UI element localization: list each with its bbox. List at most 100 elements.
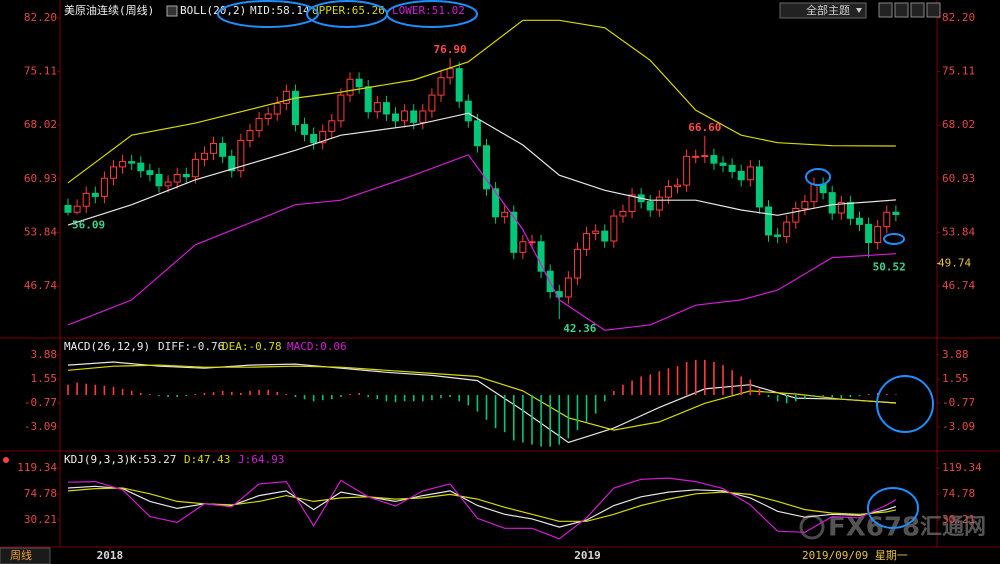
legend-entry: DIFF:-0.76 — [158, 340, 224, 353]
legend-entry: J:64.93 — [238, 453, 284, 466]
histogram-bar — [558, 395, 561, 445]
candle-body — [410, 110, 418, 123]
price-annotation: 56.09 — [72, 218, 105, 231]
toolbar-icon[interactable] — [878, 2, 893, 18]
highlight — [876, 375, 934, 433]
indicator-line — [67, 154, 896, 331]
histogram-bar — [640, 376, 642, 396]
y-tick-label: 53.84 — [24, 225, 57, 238]
candle-body — [428, 94, 436, 112]
candle-body — [319, 130, 327, 144]
y-tick-label: 68.02 — [942, 118, 975, 131]
toolbar-icon[interactable] — [926, 2, 941, 18]
histogram-bar — [249, 390, 251, 396]
candle-body — [610, 215, 618, 242]
candle-body — [510, 211, 518, 253]
candle-body — [892, 211, 900, 216]
toolbar-icon[interactable] — [910, 2, 925, 18]
y-tick-label: 1.55 — [942, 372, 969, 385]
histogram-bar — [549, 395, 551, 447]
indicator-name: BOLL(20,2) — [180, 4, 246, 17]
candle-body — [837, 201, 845, 214]
candle-body — [619, 211, 627, 217]
histogram-bar — [412, 395, 415, 402]
candle-body — [646, 201, 654, 211]
candle-body — [801, 201, 809, 209]
candle-body — [64, 204, 72, 213]
legend-entry: D:47.43 — [184, 453, 230, 466]
histogram-bar — [312, 395, 315, 402]
candle-body — [482, 145, 490, 190]
candle-body — [719, 162, 727, 166]
candle-body — [728, 164, 736, 172]
theme-button[interactable] — [779, 2, 867, 19]
y-tick-label: 3.88 — [31, 348, 58, 361]
histogram-bar — [431, 395, 433, 401]
candle-body — [100, 177, 108, 197]
histogram-bar — [94, 384, 97, 396]
histogram-bar — [194, 394, 197, 396]
histogram-bar — [167, 395, 169, 398]
candle-body — [746, 166, 754, 181]
candle-body — [191, 158, 199, 178]
histogram-bar — [385, 395, 388, 402]
candle-body — [501, 211, 509, 218]
histogram-bar — [349, 394, 351, 396]
candle-body — [437, 77, 445, 96]
theme-button-label[interactable]: 全部主题 — [806, 3, 850, 17]
candle-body — [655, 196, 663, 211]
histogram-bar — [240, 392, 242, 396]
histogram-bar — [685, 362, 688, 396]
period-tab-label[interactable]: 周线 — [10, 548, 32, 562]
histogram-bar — [267, 389, 269, 396]
histogram-bar — [185, 395, 188, 397]
candle-body — [674, 184, 682, 188]
candle-body — [328, 120, 336, 132]
candle-body — [846, 201, 854, 219]
y-tick-label: 3.88 — [942, 348, 969, 361]
candle-body — [210, 142, 218, 154]
indicator-name: KDJ(9,3,3) — [64, 453, 130, 466]
histogram-bar — [67, 384, 69, 396]
histogram-bar — [767, 395, 770, 398]
histogram-bar — [321, 395, 324, 401]
y-tick-label: 68.02 — [24, 118, 57, 131]
candle-body — [419, 110, 427, 123]
candle-body — [237, 139, 245, 172]
histogram-bar — [540, 395, 542, 447]
date-label: 2019/09/09 星期一 — [802, 549, 908, 562]
plot-area: 82.20 82.20 75.11 75.11 68.02 68.02 60.93 60.93… — [17, 11, 982, 562]
candle-body — [373, 102, 381, 113]
y-tick-label: -3.09 — [942, 420, 975, 433]
candle-body — [337, 94, 345, 122]
candle-body — [855, 217, 863, 225]
candle-body — [119, 161, 127, 168]
period-tab[interactable] — [0, 547, 51, 564]
candle-body — [73, 205, 81, 213]
candle-body — [346, 78, 354, 96]
candle-body — [628, 194, 636, 213]
histogram-bar — [704, 359, 706, 396]
candle-body — [537, 241, 545, 272]
histogram-bar — [758, 388, 761, 396]
histogram-bar — [149, 394, 151, 396]
candle-body — [401, 110, 409, 122]
y-tick-label: 74.78 — [24, 487, 57, 500]
toolbar-icon[interactable] — [894, 2, 909, 18]
histogram-bar — [203, 392, 206, 396]
candle-body — [200, 152, 208, 160]
highlight — [217, 0, 319, 28]
dropdown-arrow[interactable] — [856, 8, 862, 13]
histogram-bar — [649, 374, 652, 396]
histogram-bar — [631, 380, 633, 396]
y-tick-label: 75.11 — [942, 65, 975, 78]
legend-entry: MID:58.14 — [250, 4, 310, 17]
candle-body — [701, 155, 709, 158]
histogram-bar — [403, 395, 406, 402]
y-tick-label: 46.74 — [942, 279, 975, 292]
legend-entry: K:53.27 — [130, 453, 176, 466]
price-annotation: 50.52 — [873, 260, 906, 273]
candle-body — [464, 100, 472, 122]
